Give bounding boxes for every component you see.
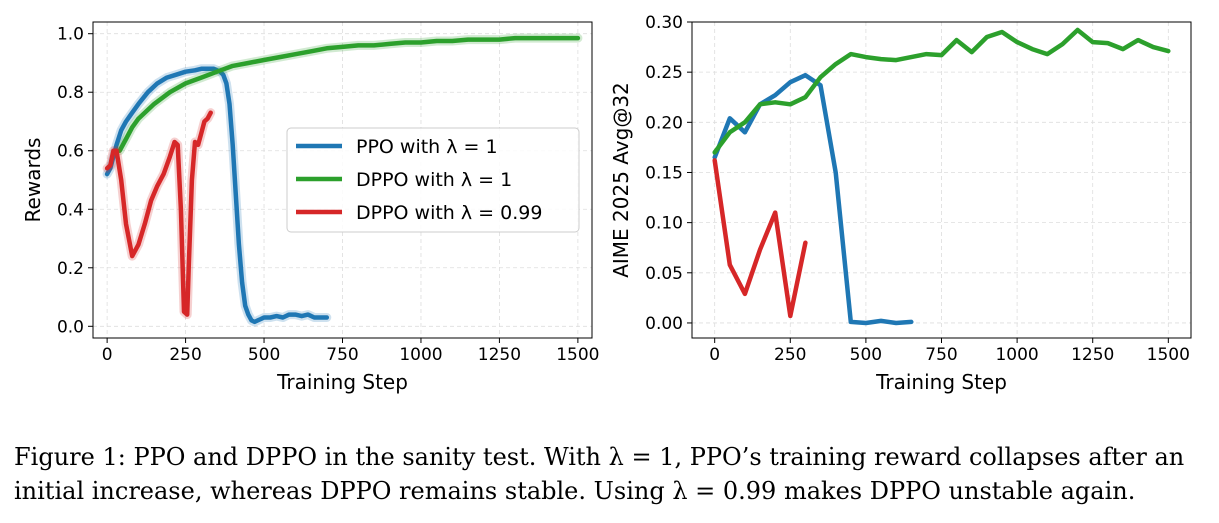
series-line-2 xyxy=(712,27,1171,155)
x-tick-label: 250 xyxy=(774,345,806,365)
series-line-3 xyxy=(104,110,213,317)
y-tick-label: 0.25 xyxy=(645,63,683,83)
y-tick-label: 0.0 xyxy=(57,317,84,337)
y-tick-label: 0.15 xyxy=(645,163,683,183)
series-line-1 xyxy=(712,72,914,326)
x-axis-label: Training Step xyxy=(276,370,408,394)
caption-line-1: Figure 1: PPO and DPPO in the sanity tes… xyxy=(14,443,1185,471)
x-tick-label: 1000 xyxy=(399,345,442,365)
x-tick-label: 750 xyxy=(326,345,358,365)
y-tick-label: 0.00 xyxy=(645,314,683,334)
y-tick-label: 0.8 xyxy=(57,83,84,103)
x-tick-label: 1250 xyxy=(478,345,521,365)
x-tick-label: 1500 xyxy=(1147,345,1190,365)
legend-box xyxy=(286,127,580,233)
caption-line-2: initial increase, whereas DPPO remains s… xyxy=(14,477,1136,505)
x-tick-label: 1000 xyxy=(995,345,1038,365)
x-tick-label: 1500 xyxy=(556,345,599,365)
y-tick-label: 0.10 xyxy=(645,214,683,234)
legend: PPO with λ = 1 DPPO with λ = 1 DPPO with λ… xyxy=(286,127,580,233)
series-line-3 xyxy=(712,158,808,319)
chart-panel-2: 0 250 500 750 1000 1250 1500 0.00 0.05 0.10 0.15 0.… xyxy=(609,13,1192,394)
figure-charts: 0 250 500 750 1000 1250 1500 0.0 0.2 0.4 0.6 0.8 1.0… xyxy=(21,13,1192,394)
y-axis-label: Rewards xyxy=(21,138,45,223)
figure-caption: Figure 1: PPO and DPPO in the sanity tes… xyxy=(14,440,1209,508)
y-tick-label: 0.2 xyxy=(57,259,84,279)
y-tick-label: 0.05 xyxy=(645,264,683,284)
y-tick-label: 0.30 xyxy=(645,13,683,33)
x-tick-label: 250 xyxy=(169,345,201,365)
y-tick-label: 0.6 xyxy=(57,142,84,162)
x-tick-label: 0 xyxy=(102,345,113,365)
legend-label-1: PPO with λ = 1 xyxy=(356,136,498,158)
y-tick-label: 0.20 xyxy=(645,113,683,133)
series-line-1 xyxy=(104,66,330,325)
legend-label-3: DPPO with λ = 0.99 xyxy=(356,202,542,224)
x-tick-label: 500 xyxy=(850,345,882,365)
x-tick-label: 500 xyxy=(248,345,280,365)
x-tick-label: 0 xyxy=(709,345,720,365)
y-tick-label: 0.4 xyxy=(57,200,84,220)
chart-panel-1: 0 250 500 750 1000 1250 1500 0.0 0.2 0.4 0.6 0.8 1.0… xyxy=(21,21,600,394)
x-tick-label: 1250 xyxy=(1071,345,1114,365)
x-axis-label: Training Step xyxy=(875,370,1007,394)
legend-label-2: DPPO with λ = 1 xyxy=(356,169,512,191)
x-tick-label: 750 xyxy=(925,345,957,365)
series-line-2 xyxy=(117,35,581,153)
y-tick-label: 1.0 xyxy=(57,25,84,45)
y-axis-label: AIME 2025 Avg@32 xyxy=(609,82,633,278)
